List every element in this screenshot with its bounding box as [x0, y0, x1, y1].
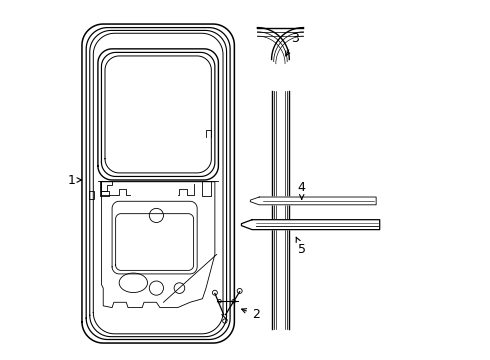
Text: 5: 5 [296, 237, 306, 256]
Ellipse shape [119, 273, 147, 293]
Text: 2: 2 [242, 308, 260, 321]
Text: 1: 1 [68, 174, 81, 186]
Polygon shape [242, 220, 380, 230]
Text: 4: 4 [298, 181, 306, 199]
Polygon shape [250, 197, 376, 205]
Bar [89, 191, 95, 199]
Text: 3: 3 [286, 32, 298, 56]
